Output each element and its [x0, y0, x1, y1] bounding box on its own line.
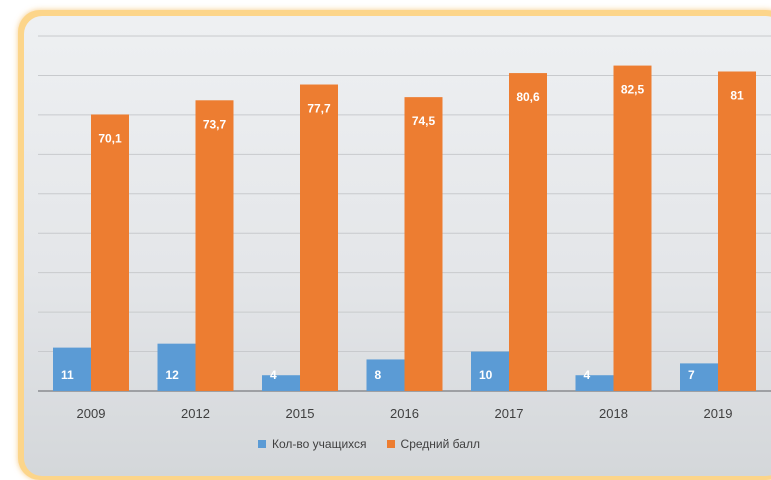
- x-tick-label: 2012: [181, 406, 210, 421]
- data-label: 80,6: [516, 90, 540, 104]
- bar-students: [471, 351, 509, 391]
- legend-item-students: Кол-во учащихся: [258, 437, 367, 451]
- bar-average-score: [718, 71, 756, 391]
- x-tick-label: 2016: [390, 406, 419, 421]
- bars: [53, 65, 756, 392]
- x-tick-label: 2017: [495, 406, 524, 421]
- legend-label-average: Средний балл: [400, 437, 480, 451]
- bar-students: [366, 359, 405, 391]
- data-label: 81: [730, 89, 744, 103]
- data-label: 82,5: [621, 83, 645, 97]
- data-label: 7: [688, 368, 695, 382]
- data-label: 12: [166, 368, 180, 382]
- data-label: 4: [584, 368, 591, 382]
- data-label: 4: [270, 368, 277, 382]
- data-label: 11: [61, 368, 74, 382]
- bar-students: [262, 375, 300, 391]
- bar-students: [575, 375, 614, 391]
- data-labels: 11 70,1 12 73,7 4 77,7 8 74,5 10 80,6 4 82,5 7 81: [61, 83, 744, 382]
- legend: Кол-во учащихся Средний балл: [24, 437, 714, 451]
- data-label: 77,7: [307, 102, 331, 116]
- data-label: 73,7: [203, 117, 227, 131]
- bar-average-score: [613, 65, 652, 392]
- bar-average-score: [195, 100, 234, 392]
- chart-panel: 11 70,1 12 73,7 4 77,7 8 74,5 10 80,6 4 82,5 7 81 200…: [24, 16, 771, 476]
- legend-swatch-average: [386, 440, 395, 448]
- data-label: 10: [479, 368, 493, 382]
- legend-swatch-students: [258, 440, 267, 448]
- data-label: 74,5: [412, 114, 436, 128]
- bar-students: [680, 363, 718, 391]
- data-label: 8: [375, 368, 382, 382]
- bar-chart: 11 70,1 12 73,7 4 77,7 8 74,5 10 80,6 4 82,5 7 81 200…: [38, 35, 771, 421]
- bar-average-score: [300, 84, 338, 392]
- bar-average-score: [404, 97, 443, 391]
- x-tick-label: 2018: [599, 406, 628, 421]
- bar-average-score: [91, 114, 129, 391]
- x-tick-label: 2015: [286, 406, 315, 421]
- x-tick-label: 2009: [77, 406, 106, 421]
- chart-frame: 11 70,1 12 73,7 4 77,7 8 74,5 10 80,6 4 82,5 7 81 200…: [18, 10, 771, 480]
- bar-students: [157, 343, 196, 391]
- x-tick-label: 2019: [704, 406, 733, 421]
- legend-item-average: Средний балл: [386, 437, 480, 451]
- bar-students: [53, 347, 91, 391]
- legend-label-students: Кол-во учащихся: [272, 437, 367, 451]
- data-label: 70,1: [98, 131, 122, 145]
- x-tick-labels: 2009 2012 2015 2016 2017 2018 2019: [77, 406, 733, 421]
- bar-average-score: [509, 73, 547, 392]
